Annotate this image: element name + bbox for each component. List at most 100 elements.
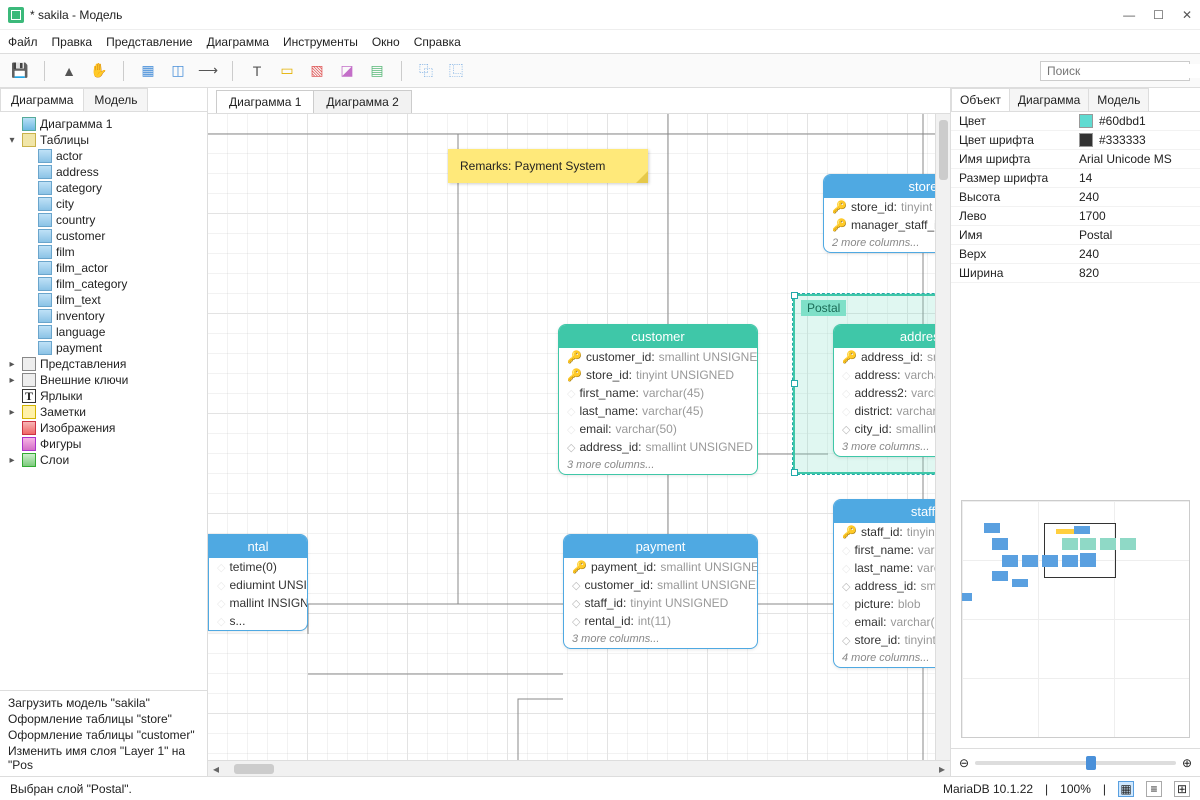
prop-value[interactable]: 240 bbox=[1079, 190, 1192, 204]
entity-column[interactable]: ◇district: varchar(20) bbox=[834, 402, 950, 420]
autolayout-icon[interactable]: ⿺ bbox=[446, 61, 466, 81]
minimize-icon[interactable]: — bbox=[1123, 8, 1135, 22]
menu-view[interactable]: Представление bbox=[106, 35, 193, 49]
entity-customer[interactable]: customer🔑customer_id: smallint UNSIGNED🔑… bbox=[558, 324, 758, 475]
image-icon[interactable]: ▧ bbox=[307, 61, 327, 81]
search-box[interactable]: 🔍 bbox=[1040, 61, 1190, 81]
entity-more[interactable]: 3 more columns... bbox=[564, 630, 757, 648]
zoom-out-icon[interactable]: ⊖ bbox=[959, 756, 969, 770]
diagram-canvas[interactable]: Remarks: Payment System Location Postal … bbox=[208, 114, 950, 776]
menu-tools[interactable]: Инструменты bbox=[283, 35, 358, 49]
prop-value[interactable]: Postal bbox=[1079, 228, 1192, 242]
entity-more[interactable]: 3 more columns... bbox=[834, 438, 950, 456]
entity-column[interactable]: ◇first_name: varchar(45) bbox=[559, 384, 757, 402]
history-item[interactable]: Изменить имя слоя "Layer 1" на "Pos bbox=[8, 743, 199, 773]
view-list-icon[interactable]: ≡ bbox=[1146, 781, 1162, 797]
layer-icon[interactable]: ▤ bbox=[367, 61, 387, 81]
tree-labels[interactable]: Ярлыки bbox=[40, 389, 83, 403]
entity-column[interactable]: ◇email: varchar(50) bbox=[559, 420, 757, 438]
entity-column[interactable]: ◇picture: blob bbox=[834, 595, 950, 613]
tree-table[interactable]: category bbox=[56, 181, 102, 195]
entity-more[interactable]: 3 more columns... bbox=[559, 456, 757, 474]
note-icon[interactable]: ▭ bbox=[277, 61, 297, 81]
view-grid-icon[interactable]: ⊞ bbox=[1174, 781, 1190, 797]
entity-column[interactable]: ◇ediumint UNSIGN... bbox=[209, 576, 307, 594]
entity-column[interactable]: ◇s... bbox=[209, 612, 307, 630]
shape-icon[interactable]: ◪ bbox=[337, 61, 357, 81]
entity-column[interactable]: ◇last_name: varchar(45) bbox=[834, 559, 950, 577]
tree-table[interactable]: country bbox=[56, 213, 95, 227]
entity-column[interactable]: ◇tetime(0) bbox=[209, 558, 307, 576]
entity-column[interactable]: ◇mallint INSIGNED bbox=[209, 594, 307, 612]
entity-column[interactable]: ◇customer_id: smallint UNSIGNED bbox=[564, 576, 757, 594]
entity-column[interactable]: 🔑address_id: smallint UNSIGNED bbox=[834, 348, 950, 366]
entity-column[interactable]: ◇rental_id: int(11) bbox=[564, 612, 757, 630]
right-tab-object[interactable]: Объект bbox=[951, 88, 1010, 111]
chevron-down-icon[interactable]: ▾ bbox=[6, 135, 18, 146]
new-relation-icon[interactable]: ⟶ bbox=[198, 61, 218, 81]
entity-more[interactable]: 4 more columns... bbox=[834, 649, 950, 667]
prop-value[interactable]: 1700 bbox=[1079, 209, 1192, 223]
tree-images[interactable]: Изображения bbox=[40, 421, 115, 435]
tree-shapes[interactable]: Фигуры bbox=[40, 437, 81, 451]
entity-column[interactable]: ◇last_name: varchar(45) bbox=[559, 402, 757, 420]
left-tab-diagram[interactable]: Диаграмма bbox=[0, 88, 84, 111]
entity-column[interactable]: 🔑customer_id: smallint UNSIGNED bbox=[559, 348, 757, 366]
tree-table[interactable]: language bbox=[56, 325, 105, 339]
entity-column[interactable]: ◇address2: varchar(50) bbox=[834, 384, 950, 402]
entity-column[interactable]: 🔑payment_id: smallint UNSIGNED bbox=[564, 558, 757, 576]
tree-table[interactable]: customer bbox=[56, 229, 105, 243]
prop-value[interactable]: 240 bbox=[1079, 247, 1192, 261]
maximize-icon[interactable]: ☐ bbox=[1153, 8, 1164, 22]
entity-column[interactable]: 🔑manager_staff_id: tinyint UNSIGNED bbox=[824, 216, 950, 234]
tab-diagram-1[interactable]: Диаграмма 1 bbox=[216, 90, 314, 113]
tree-table[interactable]: film_text bbox=[56, 293, 101, 307]
menu-edit[interactable]: Правка bbox=[52, 35, 93, 49]
tree-diagram[interactable]: Диаграмма 1 bbox=[40, 117, 112, 131]
tree-views[interactable]: Представления bbox=[40, 357, 126, 371]
tree-tables[interactable]: Таблицы bbox=[40, 133, 89, 147]
entity-column[interactable]: 🔑store_id: tinyint UNSIGNED bbox=[559, 366, 757, 384]
overview-map[interactable] bbox=[961, 500, 1190, 738]
chevron-right-icon[interactable]: ▸ bbox=[6, 359, 18, 370]
layout-icon[interactable]: ⿻ bbox=[416, 61, 436, 81]
prop-value[interactable]: #333333 bbox=[1079, 133, 1192, 147]
prop-value[interactable]: Arial Unicode MS bbox=[1079, 152, 1192, 166]
save-icon[interactable]: 💾 bbox=[10, 61, 30, 81]
tree-table[interactable]: actor bbox=[56, 149, 83, 163]
entity-rental[interactable]: ntal◇tetime(0) ◇ediumint UNSIGN... ◇mall… bbox=[208, 534, 308, 631]
menu-window[interactable]: Окно bbox=[372, 35, 400, 49]
entity-staff[interactable]: staff🔑staff_id: tinyint UNSIGNED◇first_n… bbox=[833, 499, 950, 668]
entity-address[interactable]: address🔑address_id: smallint UNSIGNED◇ad… bbox=[833, 324, 950, 457]
tree-layers[interactable]: Слои bbox=[40, 453, 69, 467]
search-input[interactable] bbox=[1047, 64, 1200, 78]
tree-table[interactable]: payment bbox=[56, 341, 102, 355]
entity-column[interactable]: ◇staff_id: tinyint UNSIGNED bbox=[564, 594, 757, 612]
pointer-icon[interactable]: ▲ bbox=[59, 61, 79, 81]
prop-value[interactable]: #60dbd1 bbox=[1079, 114, 1192, 128]
label-icon[interactable]: T bbox=[247, 61, 267, 81]
tree-table[interactable]: city bbox=[56, 197, 74, 211]
tree-notes[interactable]: Заметки bbox=[40, 405, 86, 419]
tree-table[interactable]: address bbox=[56, 165, 99, 179]
entity-column[interactable]: ◇store_id: tinyint UNSIGNED bbox=[834, 631, 950, 649]
zoom-slider[interactable] bbox=[975, 761, 1176, 765]
sticky-note[interactable]: Remarks: Payment System bbox=[448, 149, 648, 183]
history-item[interactable]: Оформление таблицы "store" bbox=[8, 711, 199, 727]
history-item[interactable]: Загрузить модель "sakila" bbox=[8, 695, 199, 711]
vertical-scrollbar[interactable] bbox=[935, 114, 950, 760]
entity-store[interactable]: store🔑store_id: tinyint UNSIGNED🔑manager… bbox=[823, 174, 950, 253]
entity-column[interactable]: ◇address_id: smallint UNSIGNED bbox=[834, 577, 950, 595]
entity-more[interactable]: 2 more columns... bbox=[824, 234, 950, 252]
close-icon[interactable]: ✕ bbox=[1182, 8, 1192, 22]
tree-fks[interactable]: Внешние ключи bbox=[40, 373, 128, 387]
tree-table[interactable]: film_actor bbox=[56, 261, 108, 275]
right-tab-model[interactable]: Модель bbox=[1088, 88, 1149, 111]
entity-column[interactable]: ◇email: varchar(50) bbox=[834, 613, 950, 631]
menu-file[interactable]: Файл bbox=[8, 35, 38, 49]
tree-table[interactable]: film bbox=[56, 245, 75, 259]
entity-column[interactable]: ◇address_id: smallint UNSIGNED bbox=[559, 438, 757, 456]
left-tab-model[interactable]: Модель bbox=[83, 88, 148, 111]
entity-column[interactable]: ◇address: varchar(50) bbox=[834, 366, 950, 384]
menu-help[interactable]: Справка bbox=[414, 35, 461, 49]
